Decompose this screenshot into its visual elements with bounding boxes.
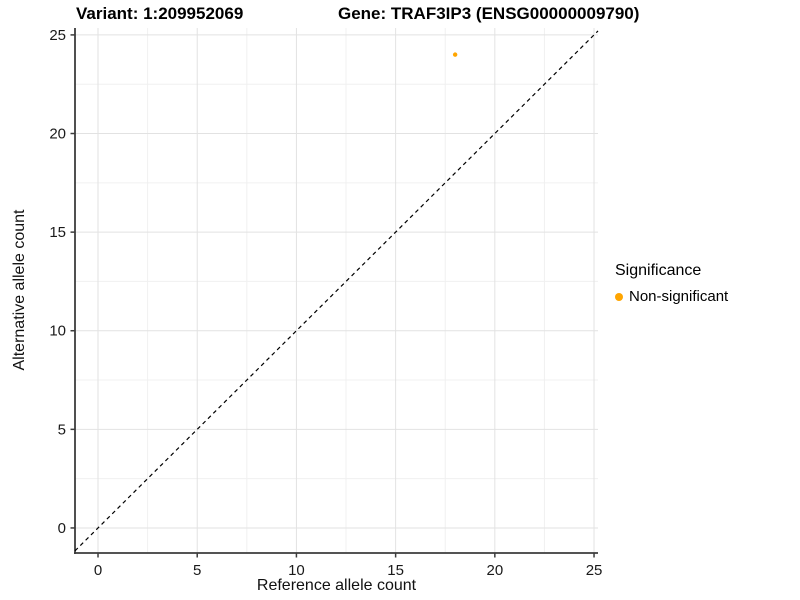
x-tick-label: 25 xyxy=(586,562,603,579)
identity-line xyxy=(74,30,599,552)
x-tick-label: 5 xyxy=(193,562,201,579)
legend-title: Significance xyxy=(615,262,702,279)
x-tick-label: 15 xyxy=(387,562,404,579)
legend-entry: Non-significant xyxy=(615,288,728,305)
y-tick-label: 10 xyxy=(49,323,66,340)
legend-entry-label: Non-significant xyxy=(629,288,729,305)
x-tick-label: 10 xyxy=(288,562,305,579)
x-axis-title: Reference allele count xyxy=(256,577,417,594)
x-tick-label: 0 xyxy=(94,562,102,579)
y-tick-label: 5 xyxy=(58,421,66,438)
legend: Significance Non-significant xyxy=(615,262,728,305)
data-point xyxy=(452,52,458,57)
legend-key-dot xyxy=(615,292,623,301)
y-tick-label: 0 xyxy=(58,520,66,537)
gene-title: Gene: TRAF3IP3 (ENSG00000009790) xyxy=(338,4,640,23)
y-axis-title: Alternative allele count xyxy=(11,209,28,371)
x-tick-label: 20 xyxy=(486,562,503,579)
variant-title: Variant: 1:209952069 xyxy=(76,4,244,23)
y-tick-label: 15 xyxy=(49,224,66,241)
y-tick-label: 25 xyxy=(49,27,66,44)
y-tick-label: 20 xyxy=(49,126,66,143)
